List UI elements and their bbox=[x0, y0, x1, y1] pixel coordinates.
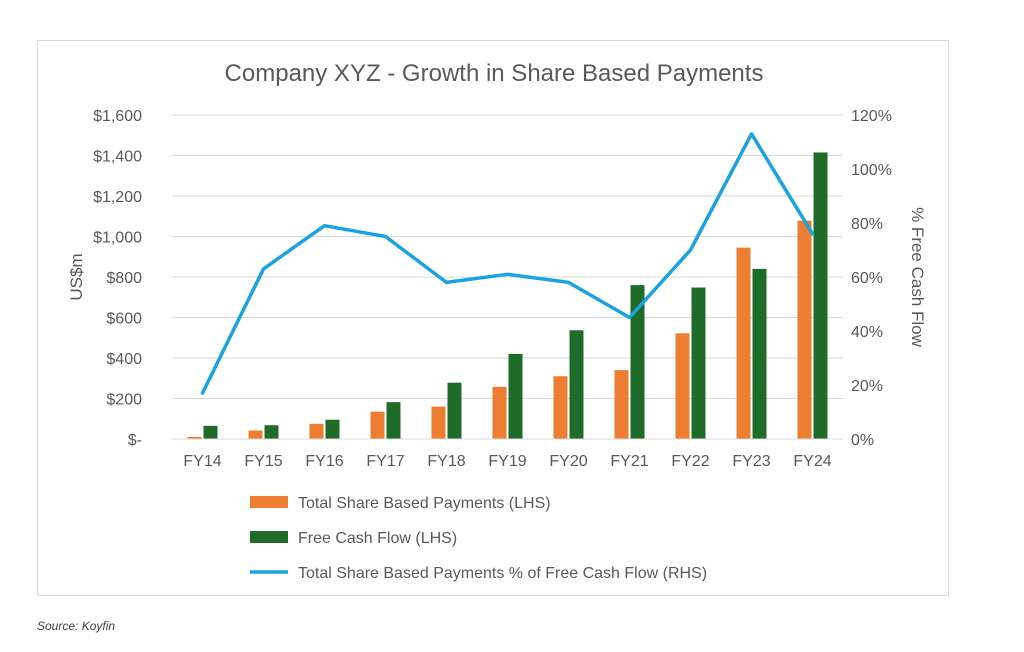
legend-label: Free Cash Flow (LHS) bbox=[298, 530, 457, 547]
bar bbox=[752, 268, 767, 439]
bar bbox=[203, 425, 218, 439]
bar bbox=[508, 353, 523, 439]
y-tick-label-left: $- bbox=[128, 432, 142, 449]
legend-swatch bbox=[250, 496, 288, 508]
bar bbox=[569, 330, 584, 439]
bar bbox=[630, 285, 645, 439]
y-tick-label-left: $1,200 bbox=[93, 189, 142, 206]
bar bbox=[264, 425, 279, 439]
bar bbox=[797, 220, 812, 439]
chart-frame: Company XYZ - Growth in Share Based Paym… bbox=[37, 40, 949, 596]
y-tick-label-left: $1,400 bbox=[93, 149, 142, 166]
bar bbox=[675, 333, 690, 439]
x-tick-label: FY14 bbox=[183, 453, 221, 470]
bar bbox=[431, 406, 446, 439]
bar bbox=[447, 382, 462, 439]
chart-title: Company XYZ - Growth in Share Based Paym… bbox=[225, 60, 764, 87]
y-tick-label-left: $800 bbox=[106, 270, 142, 287]
bar bbox=[614, 370, 629, 439]
legend-swatch bbox=[250, 531, 288, 543]
bar bbox=[553, 376, 568, 439]
y-axis-title-right: % Free Cash Flow bbox=[908, 207, 927, 348]
source-note: Source: Koyfin bbox=[37, 619, 116, 633]
y-tick-label-left: $200 bbox=[106, 392, 142, 409]
bar bbox=[370, 411, 385, 439]
bar bbox=[691, 287, 706, 439]
x-tick-label: FY22 bbox=[671, 453, 709, 470]
x-tick-label: FY15 bbox=[244, 453, 282, 470]
x-tick-label: FY17 bbox=[366, 453, 404, 470]
bar bbox=[309, 423, 324, 439]
y-tick-label-right: 20% bbox=[851, 378, 883, 395]
x-tick-label: FY23 bbox=[732, 453, 770, 470]
bar bbox=[187, 436, 202, 439]
series-line bbox=[200, 132, 815, 395]
y-tick-label-right: 60% bbox=[851, 270, 883, 287]
y-tick-label-right: 40% bbox=[851, 324, 883, 341]
x-tick-label: FY21 bbox=[610, 453, 648, 470]
bar bbox=[736, 247, 751, 439]
bar bbox=[813, 152, 828, 439]
x-tick-label: FY24 bbox=[793, 453, 831, 470]
y-tick-label-right: 120% bbox=[851, 108, 892, 125]
y-tick-label-right: 80% bbox=[851, 216, 883, 233]
y-axis-title-left: US$m bbox=[67, 253, 86, 300]
legend-label: Total Share Based Payments (LHS) bbox=[298, 495, 551, 512]
y-tick-label-left: $1,000 bbox=[93, 230, 142, 247]
x-tick-label: FY20 bbox=[549, 453, 587, 470]
y-tick-label-left: $1,600 bbox=[93, 108, 142, 125]
bar bbox=[492, 386, 507, 439]
bar bbox=[325, 419, 340, 439]
legend-label: Total Share Based Payments % of Free Cas… bbox=[298, 565, 707, 582]
bar bbox=[386, 402, 401, 439]
x-tick-label: FY18 bbox=[427, 453, 465, 470]
y-tick-label-left: $600 bbox=[106, 311, 142, 328]
y-tick-label-right: 100% bbox=[851, 162, 892, 179]
y-tick-label-left: $400 bbox=[106, 351, 142, 368]
x-tick-label: FY16 bbox=[305, 453, 343, 470]
chart: Company XYZ - Growth in Share Based Paym… bbox=[67, 60, 927, 582]
x-tick-label: FY19 bbox=[488, 453, 526, 470]
bar bbox=[248, 430, 263, 439]
y-tick-label-right: 0% bbox=[851, 432, 874, 449]
